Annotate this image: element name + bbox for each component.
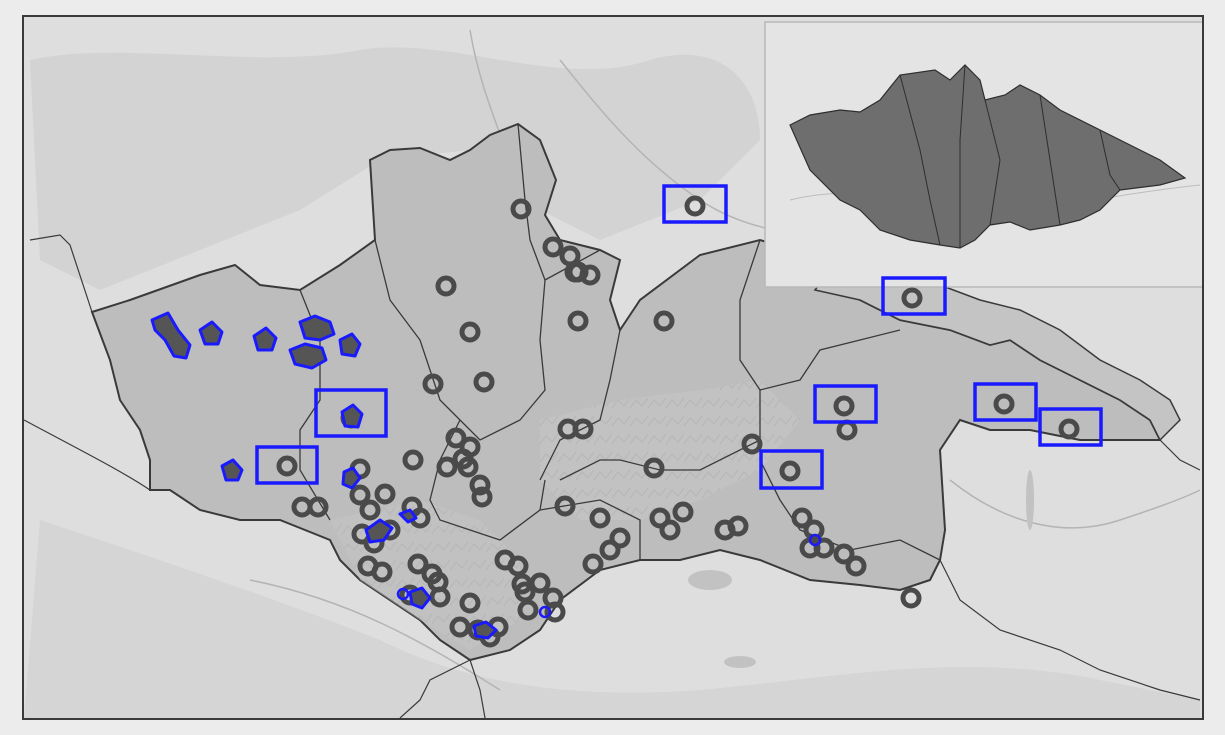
site-marker <box>649 507 671 529</box>
highlight-blob <box>298 314 336 342</box>
site-markers <box>276 195 1080 648</box>
lake <box>724 656 756 668</box>
mountain-relief <box>540 380 800 520</box>
site-marker <box>542 236 564 258</box>
site-marker <box>407 553 429 575</box>
lake <box>688 570 732 590</box>
highlight-box <box>1038 407 1103 447</box>
site-marker <box>359 499 381 521</box>
terrain-shading-south <box>24 520 1200 718</box>
inset-region <box>789 64 1187 249</box>
site-marker <box>659 519 681 541</box>
site-marker <box>582 553 604 575</box>
site-marker <box>993 393 1015 415</box>
site-marker <box>833 395 855 417</box>
highlight-ring <box>396 587 410 601</box>
highlights <box>150 184 1103 640</box>
site-marker <box>445 427 467 449</box>
site-marker <box>599 539 621 561</box>
highlight-blob <box>472 620 498 640</box>
site-marker <box>803 519 825 541</box>
highlight-blob <box>341 466 362 490</box>
highlight-box <box>662 184 728 224</box>
highlight-ring <box>538 605 552 619</box>
site-marker <box>653 310 675 332</box>
site-marker <box>374 483 396 505</box>
highlight-box <box>759 449 824 490</box>
highlight-box <box>973 382 1038 422</box>
highlight-blob <box>340 403 364 429</box>
highlight-blob <box>220 458 244 482</box>
river <box>949 479 1201 529</box>
terrain-shading <box>30 47 760 290</box>
highlight-blob <box>408 586 432 610</box>
site-marker <box>473 371 495 393</box>
highlight-box <box>881 276 947 316</box>
highlight-blob <box>198 320 224 346</box>
site-marker <box>684 195 706 217</box>
site-marker <box>791 507 813 529</box>
site-marker <box>435 275 457 297</box>
highlight-blob <box>150 311 192 360</box>
site-marker <box>845 555 867 577</box>
site-marker <box>554 495 576 517</box>
external-borders <box>24 234 1201 718</box>
highlight-blob <box>398 508 418 524</box>
site-marker <box>276 455 298 477</box>
site-marker <box>529 572 551 594</box>
highlight-blob <box>288 342 328 370</box>
highlight-blob <box>252 326 278 352</box>
site-marker <box>567 261 589 283</box>
site-marker <box>544 601 566 623</box>
locator-inset <box>764 21 1202 288</box>
site-marker <box>833 543 855 565</box>
highlight-box <box>813 384 878 424</box>
site-marker <box>402 449 424 471</box>
site-marker <box>901 287 923 309</box>
site-marker <box>436 456 458 478</box>
river <box>249 579 501 691</box>
site-marker <box>672 501 694 523</box>
site-marker <box>572 418 594 440</box>
site-marker <box>900 587 922 609</box>
site-marker <box>643 457 665 479</box>
site-marker <box>510 198 532 220</box>
site-marker <box>422 373 444 395</box>
highlight-blob <box>364 518 394 544</box>
site-marker <box>507 555 529 577</box>
site-marker <box>349 484 371 506</box>
site-marker <box>307 496 329 518</box>
site-marker <box>371 561 393 583</box>
site-marker <box>727 515 749 537</box>
site-marker <box>514 581 536 603</box>
site-marker <box>609 527 631 549</box>
site-marker <box>579 264 601 286</box>
site-marker <box>779 460 801 482</box>
site-marker <box>457 456 479 478</box>
highlight-box <box>255 445 319 485</box>
lake <box>1026 470 1034 530</box>
site-marker <box>567 310 589 332</box>
highlight-blob <box>338 332 362 358</box>
site-marker <box>471 486 493 508</box>
site-marker <box>459 321 481 343</box>
site-marker <box>1058 418 1080 440</box>
site-marker <box>589 507 611 529</box>
site-marker <box>741 433 763 455</box>
highlight-ring <box>808 533 822 547</box>
highlight-box <box>314 388 388 438</box>
site-marker <box>459 592 481 614</box>
site-marker <box>469 474 491 496</box>
site-marker <box>429 586 451 608</box>
